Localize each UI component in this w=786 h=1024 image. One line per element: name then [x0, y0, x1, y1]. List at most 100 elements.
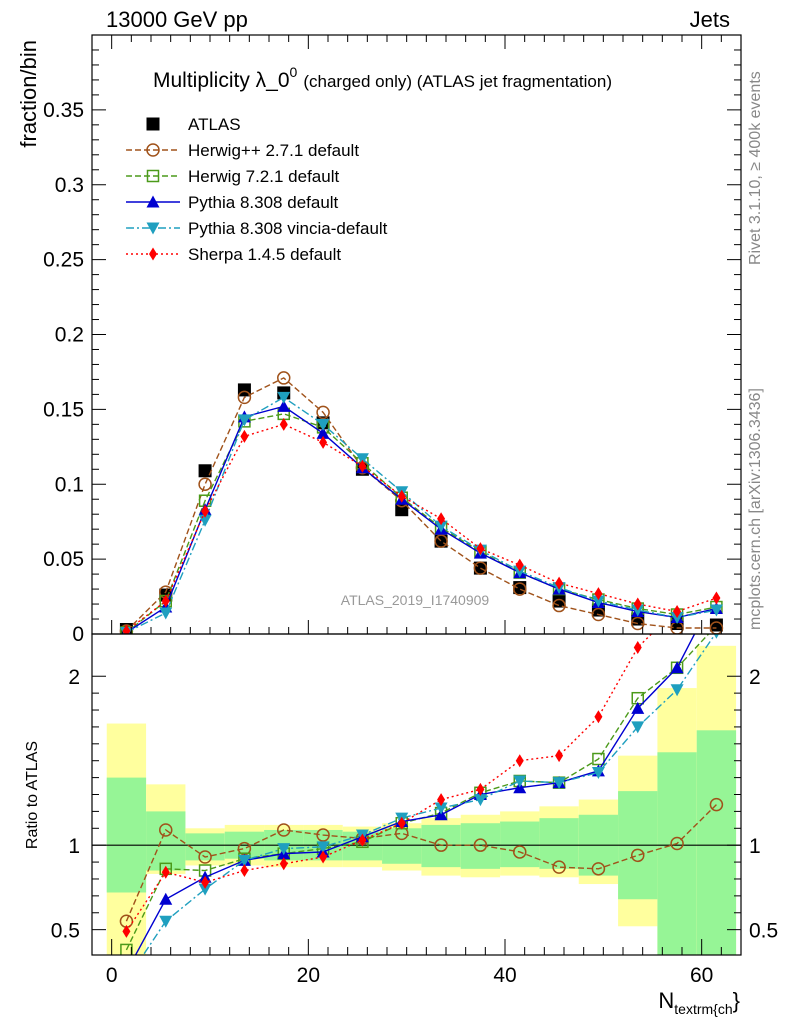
- data-point-vincia: [709, 604, 723, 617]
- x-axis-label: Ntextrm{ch}: [658, 988, 740, 1017]
- band-inner: [696, 730, 737, 955]
- ratio-point-herwigpp: [473, 838, 488, 852]
- data-point-sherpa: [201, 504, 210, 518]
- series-line-pythia: [126, 405, 717, 634]
- legend-label-pythia: Pythia 8.308 default: [188, 193, 339, 212]
- legend-item-vincia: Pythia 8.308 vincia-default: [126, 219, 388, 238]
- analysis-watermark: ATLAS_2019_I1740909: [341, 592, 490, 608]
- main-y-tick-label: 0.35: [43, 99, 84, 122]
- data-point-sherpa: [319, 435, 328, 449]
- legend-marker-herwigpp: [146, 143, 160, 157]
- legend-item-herwig7: Herwig 7.2.1 default: [126, 167, 339, 186]
- ratio-series-herwigpp: [119, 797, 724, 928]
- ratio-line-pythia: [134, 634, 696, 955]
- ratio-point-sherpa: [594, 710, 603, 724]
- data-point-sherpa: [476, 542, 485, 556]
- chart-title-suffix: (charged only) (ATLAS jet fragmentation): [303, 72, 612, 91]
- chart-title-main: Multiplicity λ_0: [153, 69, 290, 92]
- ratio-axes: 0.5 0.51 12 20 20 40 60: [51, 633, 778, 987]
- main-y-tick-label: 0.2: [55, 324, 84, 347]
- ratio-point-sherpa: [358, 833, 367, 847]
- ratio-line-sherpa: [125, 634, 653, 932]
- data-point-pythia: [277, 399, 291, 412]
- ratio-point-herwigpp: [434, 838, 448, 852]
- legend-item-pythia: Pythia 8.308 default: [126, 193, 339, 212]
- ratio-y-tick-label: 1: [68, 835, 80, 858]
- legend-marker-vincia: [146, 222, 160, 235]
- data-point-herwigpp: [591, 607, 606, 622]
- legend-label-atlas: ATLAS: [188, 115, 241, 134]
- ratio-point-pythia: [159, 892, 173, 905]
- ratio-point-sherpa: [240, 864, 249, 878]
- x-tick-label: 20: [297, 964, 320, 987]
- ratio-point-vincia: [631, 721, 645, 734]
- data-point-sherpa: [515, 558, 524, 572]
- ratio-uncertainty-bands: [106, 645, 737, 955]
- ratio-point-sherpa: [476, 782, 485, 796]
- series-vincia: [119, 391, 723, 634]
- ratio-point-vincia: [316, 841, 330, 854]
- ratio-point-sherpa: [161, 865, 170, 879]
- ratio-point-sherpa: [555, 749, 564, 763]
- ratio-point-herwig7: [120, 943, 133, 955]
- data-point-herwigpp: [198, 477, 212, 491]
- main-y-tick-label: 0: [72, 623, 84, 646]
- ratio-y-tick-label-right: 1: [749, 835, 761, 858]
- data-point-vincia: [237, 414, 251, 427]
- legend-label-herwig7: Herwig 7.2.1 default: [188, 167, 339, 186]
- ratio-point-vincia: [473, 794, 487, 807]
- data-point-herwigpp: [631, 616, 645, 631]
- data-point-vincia: [159, 607, 173, 620]
- data-point-vincia: [591, 595, 605, 608]
- data-point-vincia: [434, 520, 448, 533]
- ratio-point-sherpa: [279, 857, 288, 871]
- ratio-y-axis-label: Ratio to ATLAS: [24, 741, 41, 849]
- ratio-series-sherpa: [122, 568, 720, 938]
- data-point-herwigpp: [473, 561, 488, 575]
- ratio-point-herwigpp: [670, 836, 684, 851]
- band-inner: [500, 821, 540, 868]
- ratio-point-sherpa: [437, 793, 446, 807]
- ratio-point-herwigpp: [198, 850, 212, 864]
- ratio-y-tick-label: 2: [68, 666, 80, 689]
- band-inner: [460, 823, 501, 869]
- data-point-herwigpp: [434, 534, 448, 548]
- ratio-line-vincia: [142, 634, 717, 955]
- ratio-point-herwigpp: [513, 845, 527, 859]
- ratio-point-herwigpp: [316, 828, 330, 842]
- ratio-series-vincia: [142, 634, 720, 955]
- x-tick-label: 0: [106, 964, 118, 987]
- main-y-tick-label: 0.3: [55, 174, 84, 197]
- main-y-tick-label: 0.25: [43, 249, 84, 272]
- ratio-point-pythia: [670, 661, 684, 674]
- ratio-point-vincia: [277, 843, 291, 856]
- ratio-point-vincia: [552, 777, 566, 790]
- main-y-tick-label: 0.15: [43, 398, 84, 421]
- data-point-pythia: [316, 426, 330, 439]
- data-point-atlas: [198, 464, 212, 478]
- ratio-point-sherpa: [122, 924, 131, 938]
- ratio-point-sherpa: [319, 850, 328, 864]
- ratio-point-vincia: [670, 684, 684, 697]
- data-point-vincia: [277, 391, 291, 404]
- ratio-y-tick-label-right: 0.5: [749, 920, 778, 943]
- data-point-herwigpp: [513, 582, 527, 596]
- band-inner: [539, 818, 579, 869]
- mcplots-label: mcplots.cern.ch [arXiv:1306.3436]: [747, 388, 764, 630]
- data-point-atlas: [473, 561, 487, 575]
- legend: ATLAS Herwig++ 2.7.1 default Herwig 7.2.1 …: [126, 115, 388, 264]
- series-sherpa: [122, 417, 721, 634]
- main-plot-area: [119, 371, 724, 634]
- data-point-vincia: [355, 453, 369, 466]
- legend-item-atlas: ATLAS: [146, 115, 241, 134]
- ratio-point-sherpa: [515, 754, 524, 768]
- legend-label-herwigpp: Herwig++ 2.7.1 default: [188, 141, 359, 160]
- legend-marker-pythia: [146, 195, 160, 208]
- data-point-sherpa: [358, 459, 367, 473]
- chart-title: Multiplicity λ_00 (charged only) (ATLAS j…: [153, 64, 612, 92]
- data-point-sherpa: [555, 576, 564, 590]
- ratio-point-sherpa: [712, 568, 720, 581]
- band-inner: [421, 824, 461, 868]
- ratio-point-vincia: [713, 634, 720, 639]
- ratio-y-tick-label-right: 2: [749, 666, 761, 689]
